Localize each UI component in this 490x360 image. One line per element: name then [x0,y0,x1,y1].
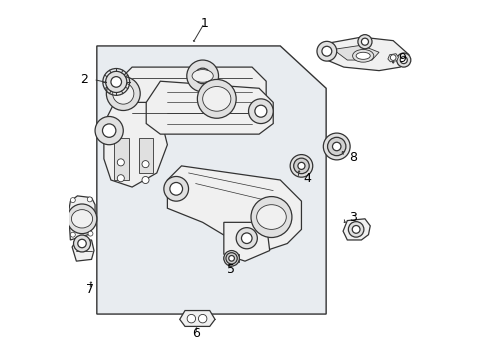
Polygon shape [224,222,270,261]
Polygon shape [388,54,398,62]
Ellipse shape [322,46,332,56]
Ellipse shape [117,175,124,182]
Ellipse shape [353,49,374,62]
Ellipse shape [198,314,207,323]
Text: 1: 1 [200,17,208,30]
Ellipse shape [88,231,93,236]
Ellipse shape [229,256,234,261]
Polygon shape [72,240,94,261]
Ellipse shape [170,183,183,195]
Polygon shape [118,67,266,123]
Ellipse shape [71,198,75,203]
Polygon shape [333,45,379,60]
Ellipse shape [187,60,219,92]
Ellipse shape [400,57,407,64]
Ellipse shape [226,253,237,264]
Text: 6: 6 [192,327,199,340]
Polygon shape [97,46,326,314]
Ellipse shape [261,207,282,228]
Ellipse shape [251,197,292,238]
Ellipse shape [203,86,231,111]
Ellipse shape [224,253,239,263]
Ellipse shape [333,142,341,151]
Ellipse shape [87,197,92,202]
Ellipse shape [95,117,123,145]
Ellipse shape [115,85,132,102]
Ellipse shape [164,176,189,201]
Ellipse shape [242,233,252,243]
Ellipse shape [113,83,134,104]
Ellipse shape [358,35,372,49]
Ellipse shape [106,71,127,93]
Text: 4: 4 [303,172,311,185]
Ellipse shape [323,133,350,160]
Polygon shape [139,138,153,173]
Ellipse shape [290,154,313,177]
Ellipse shape [330,139,344,154]
Ellipse shape [248,99,273,123]
Ellipse shape [197,80,236,118]
Polygon shape [180,311,215,327]
Ellipse shape [106,77,140,111]
Ellipse shape [192,69,213,82]
Ellipse shape [224,251,239,266]
Ellipse shape [102,124,116,137]
Text: 5: 5 [227,264,235,276]
Polygon shape [168,166,301,251]
Ellipse shape [74,211,90,226]
Ellipse shape [195,68,210,84]
Ellipse shape [296,160,307,171]
Ellipse shape [362,38,368,45]
Polygon shape [224,254,239,262]
Ellipse shape [255,105,267,117]
Text: 7: 7 [86,283,94,296]
Ellipse shape [236,228,257,249]
Ellipse shape [257,205,286,229]
Polygon shape [322,37,409,71]
Ellipse shape [72,210,93,228]
Ellipse shape [352,225,360,233]
Polygon shape [146,81,273,134]
Ellipse shape [142,176,149,184]
Ellipse shape [356,52,370,59]
Ellipse shape [397,53,411,67]
Polygon shape [115,138,128,180]
Polygon shape [343,219,370,240]
Ellipse shape [74,235,91,252]
Ellipse shape [187,314,196,323]
Text: 3: 3 [349,211,357,224]
Ellipse shape [317,41,337,61]
Ellipse shape [348,222,364,237]
Text: 2: 2 [80,73,88,86]
Polygon shape [69,196,95,240]
Ellipse shape [71,232,75,237]
Ellipse shape [327,137,346,156]
Ellipse shape [298,162,305,170]
Text: 9: 9 [398,52,406,65]
Ellipse shape [67,204,97,234]
Ellipse shape [78,239,86,248]
Text: 8: 8 [349,150,357,163]
Polygon shape [104,102,168,187]
Ellipse shape [117,159,124,166]
Ellipse shape [207,89,227,109]
Ellipse shape [111,77,122,87]
Ellipse shape [228,255,236,262]
Ellipse shape [391,55,396,60]
Ellipse shape [294,158,309,174]
Ellipse shape [142,161,149,168]
